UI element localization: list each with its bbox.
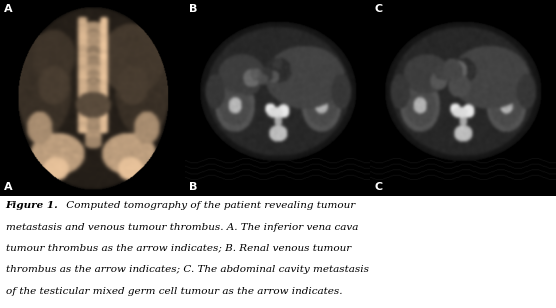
- Text: C: C: [374, 182, 382, 192]
- Text: A: A: [4, 4, 12, 14]
- Text: B: B: [189, 4, 197, 14]
- Text: of the testicular mixed germ cell tumour as the arrow indicates.: of the testicular mixed germ cell tumour…: [6, 287, 342, 296]
- Text: A: A: [4, 182, 12, 192]
- Text: B: B: [189, 182, 197, 192]
- Text: metastasis and venous tumour thrombus. A. The inferior vena cava: metastasis and venous tumour thrombus. A…: [6, 223, 358, 232]
- Text: Computed tomography of the patient revealing tumour: Computed tomography of the patient revea…: [63, 201, 356, 210]
- Text: thrombus as the arrow indicates; C. The abdominal cavity metastasis: thrombus as the arrow indicates; C. The …: [6, 265, 369, 274]
- Text: C: C: [374, 4, 382, 14]
- Text: tumour thrombus as the arrow indicates; B. Renal venous tumour: tumour thrombus as the arrow indicates; …: [6, 244, 351, 253]
- Text: Figure 1.: Figure 1.: [6, 201, 58, 210]
